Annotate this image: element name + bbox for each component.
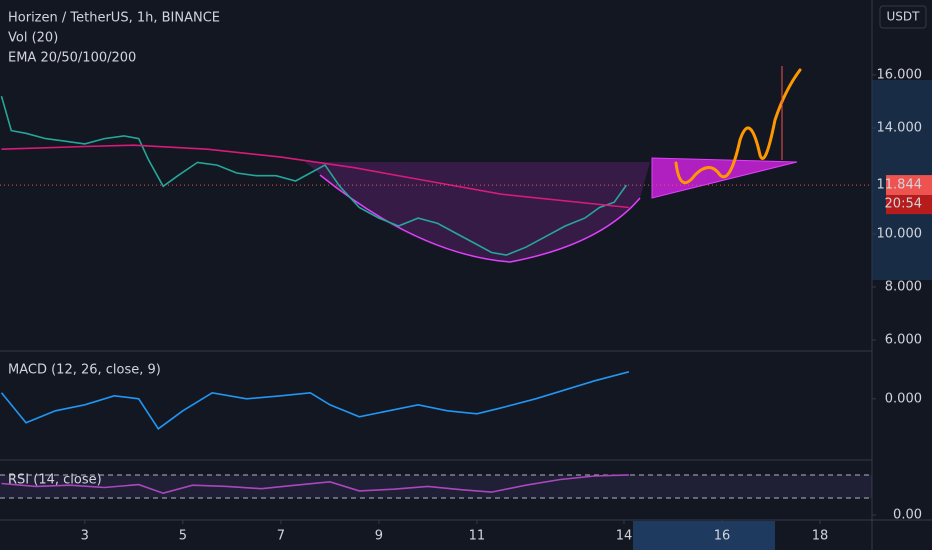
indicator-label: EMA 20/50/100/200 — [8, 51, 136, 66]
y-tick-label: 14.000 — [877, 120, 923, 135]
x-tick-label: 16 — [714, 529, 731, 544]
x-tick-label: 18 — [812, 529, 829, 544]
currency-label[interactable]: USDT — [887, 10, 921, 24]
y-tick-label: 10.000 — [877, 226, 923, 241]
x-tick-label: 11 — [469, 529, 486, 544]
x-tick-label: 5 — [179, 529, 187, 544]
countdown-label: 20:54 — [885, 197, 922, 212]
y-tick-label: 0.000 — [885, 391, 922, 406]
y-tick-label: 16.000 — [877, 67, 923, 82]
y-tick-label: 6.000 — [885, 332, 922, 347]
cup-pattern — [305, 162, 650, 262]
macd-title: MACD (12, 26, close, 9) — [8, 363, 161, 378]
indicator-label: Vol (20) — [8, 31, 58, 46]
projection-drawing — [674, 68, 802, 185]
x-tick-label: 9 — [375, 529, 383, 544]
x-tick-label: 3 — [81, 529, 89, 544]
chart-title: Horizen / TetherUS, 1h, BINANCE — [8, 11, 220, 26]
series-line — [1, 474, 629, 495]
x-tick-label: 7 — [277, 529, 285, 544]
y-tick-label: 0.00 — [893, 508, 922, 523]
cup-curve — [319, 174, 641, 263]
countdown-box — [886, 195, 932, 215]
currency-box[interactable] — [879, 5, 927, 29]
series-line — [0, 95, 628, 256]
time-range-highlight — [633, 521, 775, 550]
series-line — [1, 144, 629, 209]
rsi-title: RSI (14, close) — [8, 473, 102, 488]
last-price-box — [886, 175, 932, 196]
x-tick-label: 14 — [616, 529, 633, 544]
last-price-label: 11.844 — [877, 178, 923, 193]
series-line — [0, 371, 630, 430]
y-tick-label: 8.000 — [885, 279, 922, 294]
